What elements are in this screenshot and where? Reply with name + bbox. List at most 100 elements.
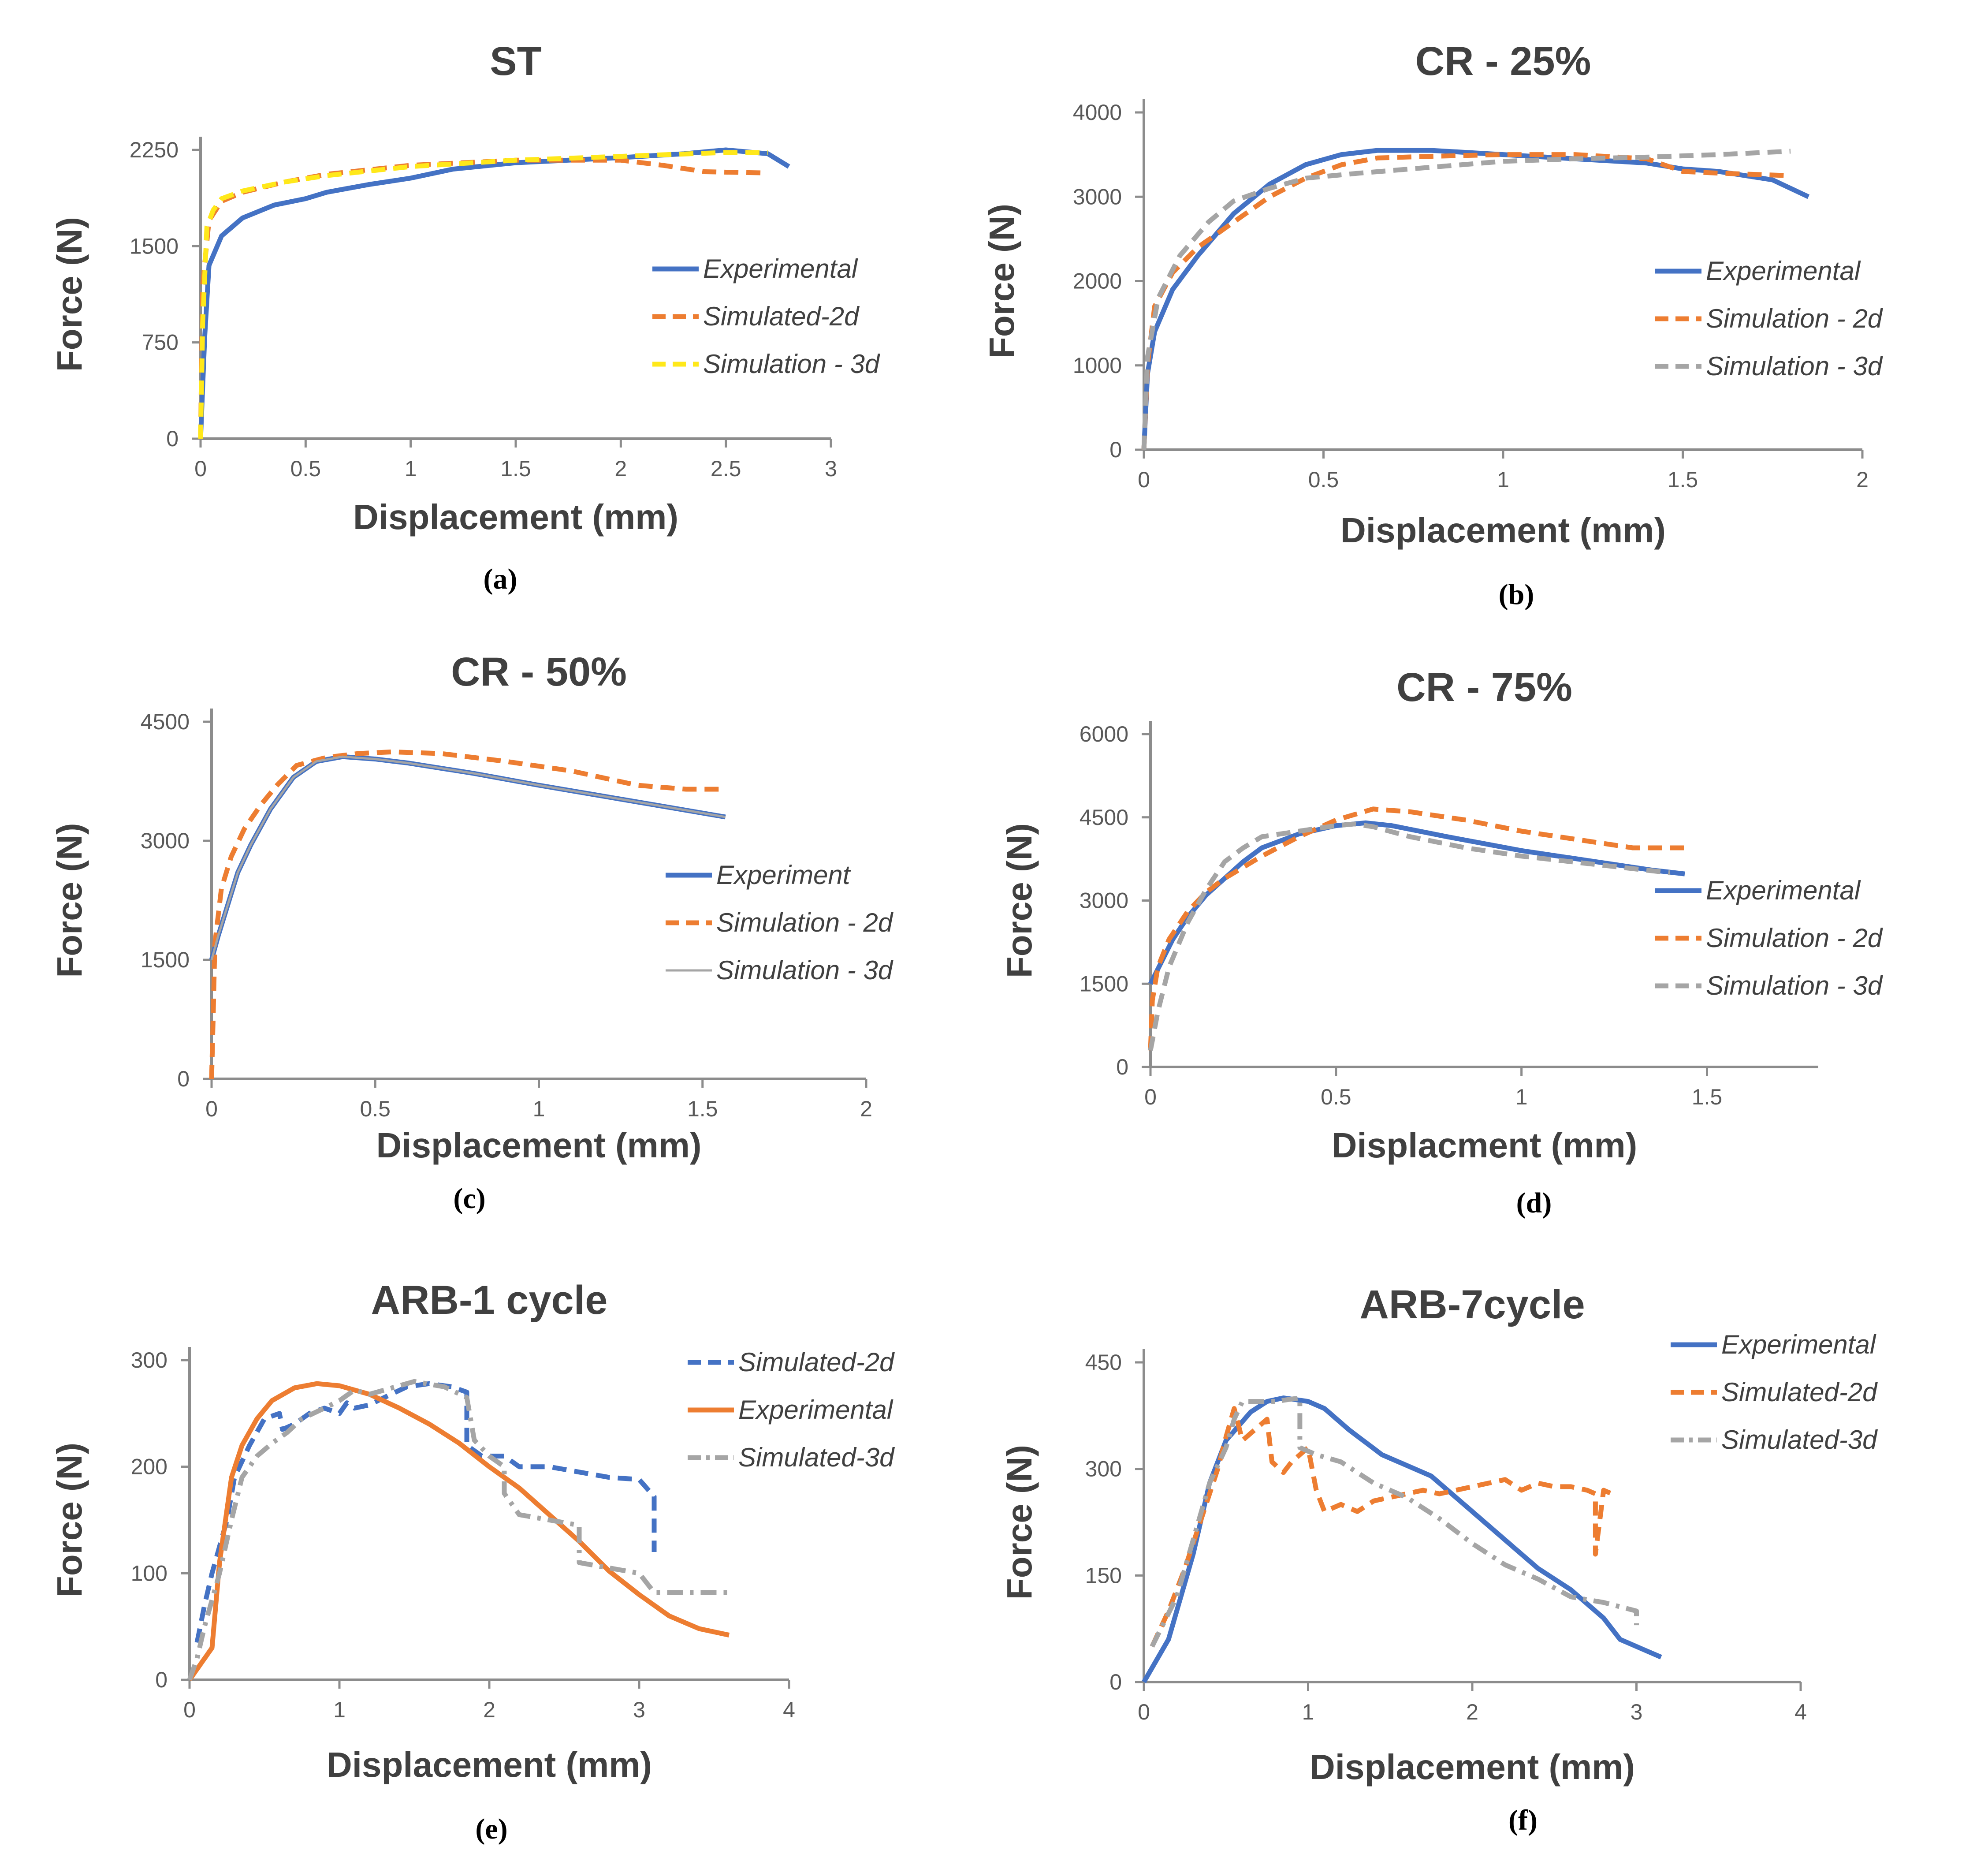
series-line-experimental [198,147,790,439]
legend-label: Simulation - 3d [1706,971,1883,1000]
legend-label: Simulated-2d [703,302,860,331]
y-tick-label: 4500 [141,709,190,734]
panel-label: (d) [1516,1187,1552,1219]
panel-label: (f) [1508,1804,1538,1836]
chart-panel-d: CR - 75% 0 1500 3000 4500 6000 0 0.5 1 1.5 Displac… [1000,665,1883,1219]
legend-label: Simulation - 3d [703,349,880,379]
chart-panel-f: ARB-7cycle 0 150 300 450 0 1 2 3 4 Displacement (m… [1000,1282,1878,1836]
y-axis-label: Force (N) [1000,823,1039,978]
x-tick-label: 0.5 [360,1097,391,1121]
chart-title: ARB-1 cycle [371,1278,608,1323]
y-tick-label: 0 [177,1067,190,1091]
legend-label: Simulation - 2d [716,908,893,937]
series-line-simulation-2d [209,749,726,1079]
panel-label: (a) [484,563,517,595]
y-tick-label: 3000 [1073,184,1122,209]
y-tick-label: 200 [131,1455,168,1479]
x-axis-label: Displacement (mm) [327,1745,652,1784]
y-tick-label: 3000 [141,828,190,853]
y-tick-label: 0 [166,426,179,451]
x-tick-label: 3 [825,456,837,481]
x-axis-label: Displacment (mm) [1332,1126,1637,1165]
x-tick-label: 1 [1515,1085,1528,1109]
chart-panel-a: ST 0 750 1500 2250 0 0.5 1 1.5 2 2.5 3 Displacement … [50,39,880,595]
series-line-simulated-2d [194,1381,657,1643]
x-tick-label: 1 [405,456,417,481]
legend-label: Simulated-2d [1721,1377,1878,1407]
legend-label: Experimental [738,1395,893,1425]
x-tick-label: 0 [1144,1085,1157,1109]
series-line-experimental [187,1381,730,1682]
series-line-simulation-2d [1148,806,1685,1051]
y-tick-label: 300 [131,1348,168,1373]
panel-label: (c) [453,1182,485,1215]
y-tick-label: 300 [1085,1457,1122,1481]
y-tick-label: 100 [131,1561,168,1585]
x-tick-label: 0 [1138,467,1150,492]
legend-label: Simulation - 2d [1706,304,1883,333]
x-axis-label: Displacement (mm) [376,1126,702,1165]
x-tick-label: 1 [533,1097,545,1121]
x-axis-label: Displacement (mm) [1310,1747,1635,1787]
legend-label: Experimental [1706,876,1861,905]
x-tick-label: 1.5 [1668,467,1698,492]
chart-title: CR - 50% [451,649,627,694]
chart-panel-c: CR - 50% 0 1500 3000 4500 0 0.5 1 1.5 2 Displaceme… [50,649,893,1215]
y-axis-label: Force (N) [50,823,89,977]
legend-label: Simulation - 3d [716,955,893,985]
x-tick-label: 1 [1302,1700,1314,1724]
series-line-simulation-3d [1148,821,1670,1051]
legend-label: Simulation - 3d [1706,351,1883,381]
y-axis-label: Force (N) [1000,1445,1039,1600]
x-tick-label: 2.5 [711,456,741,481]
legend-label: Simulated-3d [738,1443,895,1472]
x-tick-label: 0 [205,1097,218,1121]
y-tick-label: 0 [155,1667,168,1692]
legend-label: Experimental [1721,1330,1876,1359]
x-tick-label: 2 [860,1097,872,1121]
series-line-simulation-3d [210,755,726,960]
x-tick-label: 1.5 [687,1097,718,1121]
y-tick-label: 450 [1085,1350,1122,1375]
legend-label: Simulated-3d [1721,1425,1878,1455]
x-tick-label: 0 [1138,1700,1150,1724]
x-axis-label: Displacement (mm) [1340,511,1666,550]
y-tick-label: 750 [142,330,179,355]
x-tick-label: 1 [1497,467,1509,492]
chart-title: ST [490,39,542,84]
y-tick-label: 6000 [1080,722,1128,746]
y-axis-label: Force (N) [50,217,89,372]
x-tick-label: 1.5 [500,456,531,481]
series-line-simulation-2d [1141,152,1791,450]
y-tick-label: 1500 [130,234,179,258]
x-tick-label: 2 [1856,467,1869,492]
y-tick-label: 4000 [1073,100,1122,125]
y-tick-label: 150 [1085,1563,1122,1588]
y-tick-label: 0 [1109,437,1122,462]
chart-panel-b: CR - 25% 0 1000 2000 3000 4000 0 0.5 1 1.5 2 Displa… [982,39,1883,611]
y-tick-label: 0 [1109,1670,1122,1694]
legend-label: Simulated-2d [738,1347,895,1377]
legend-label: Simulation - 2d [1706,923,1883,953]
series-line-simulated-3d [187,1379,729,1681]
legend-label: Experimental [703,254,858,283]
y-tick-label: 1000 [1073,353,1122,378]
series-line-experimental [1148,820,1685,985]
chart-title: CR - 75% [1396,665,1572,710]
x-tick-label: 2 [614,456,627,481]
x-tick-label: 4 [1794,1700,1807,1724]
y-tick-label: 4500 [1080,805,1128,830]
legend-label: Experimental [1706,256,1861,286]
panel-label: (e) [475,1813,507,1845]
panel-label: (b) [1499,578,1534,611]
y-tick-label: 2000 [1073,269,1122,294]
x-tick-label: 1 [333,1697,346,1722]
series-line-simulation-3d [1141,149,1791,450]
y-tick-label: 0 [1116,1055,1128,1079]
series-line-simulation-3d [198,150,768,439]
chart-panel-e: ARB-1 cycle 0 100 200 300 0 1 2 3 4 Displacement (… [50,1278,895,1845]
x-tick-label: 0.5 [1321,1085,1351,1109]
chart-title: CR - 25% [1415,39,1591,84]
x-tick-label: 1.5 [1692,1085,1723,1109]
